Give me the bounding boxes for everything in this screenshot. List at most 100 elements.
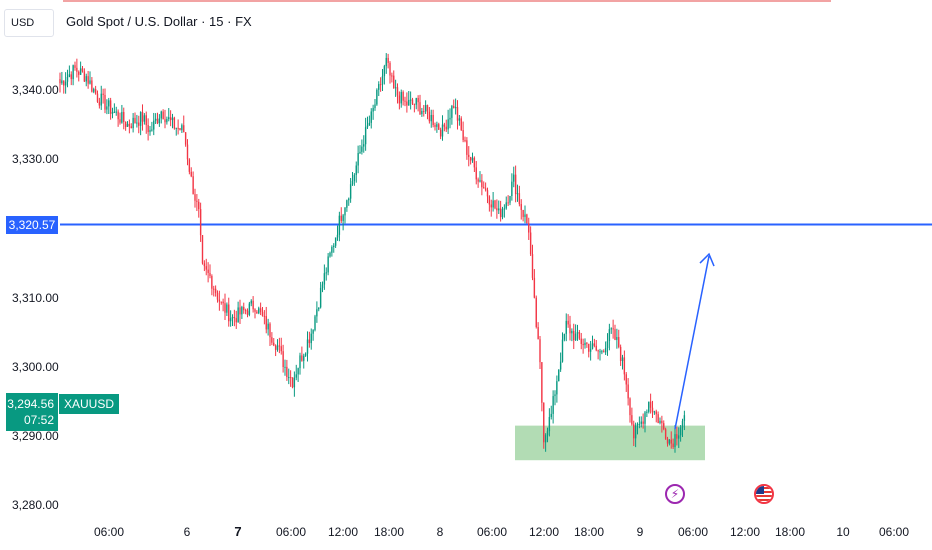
candle-body — [303, 355, 305, 361]
candle-body — [655, 411, 657, 415]
candle-body — [640, 421, 642, 424]
candle-body — [216, 292, 219, 300]
us-flag-event-icon[interactable] — [754, 484, 774, 504]
candle-body — [524, 214, 526, 217]
candle-body — [346, 200, 348, 208]
candle-body — [100, 93, 102, 106]
candle-body — [649, 401, 652, 408]
candle-body — [396, 87, 399, 96]
candle-body — [173, 117, 176, 129]
candle-body — [453, 106, 455, 108]
candle-body — [111, 111, 114, 114]
candle-body — [593, 343, 596, 346]
candle-body — [78, 71, 80, 75]
candle-body — [327, 256, 329, 273]
candle-body — [181, 125, 183, 131]
candle-body — [531, 254, 534, 278]
candle-body — [149, 129, 151, 133]
price-tick-label: 3,290.00 — [12, 429, 59, 443]
time-tick-label: 18:00 — [373, 525, 405, 539]
candle-body — [668, 439, 671, 444]
time-tick-label: 06:00 — [677, 525, 709, 539]
candle-body — [265, 316, 267, 330]
candle-body — [659, 420, 661, 424]
candle-body — [466, 140, 468, 155]
candle-body — [269, 323, 271, 338]
candle-body — [156, 118, 159, 124]
candle-body — [194, 194, 196, 201]
candle-body — [203, 263, 206, 267]
candle-body — [378, 84, 380, 90]
time-tick-label: 12:00 — [528, 525, 560, 539]
candle-body — [76, 67, 78, 72]
candle-body — [355, 165, 357, 175]
candle-body — [263, 315, 266, 317]
currency-selector[interactable]: USD — [4, 9, 54, 37]
candle-body — [413, 103, 416, 105]
candle-body — [394, 87, 397, 89]
candle-body — [188, 159, 191, 172]
candle-body — [603, 351, 605, 353]
candle-body — [599, 351, 601, 353]
candle-body — [353, 174, 356, 181]
candle-body — [526, 214, 528, 224]
candle-body — [357, 153, 359, 166]
candle-body — [406, 101, 408, 106]
candle-body — [514, 174, 517, 195]
candle-body — [145, 115, 147, 126]
lightning-event-icon[interactable]: ⚡ — [665, 484, 685, 504]
candle-body — [522, 209, 524, 217]
candle-body — [580, 338, 582, 344]
candle-body — [284, 366, 286, 368]
candle-body — [589, 348, 592, 352]
candle-body — [676, 434, 678, 439]
candle-body — [224, 303, 226, 313]
candle-body — [338, 215, 341, 235]
candle-body — [586, 342, 588, 344]
candle-body — [469, 156, 472, 161]
candle-body — [291, 377, 294, 388]
candle-body — [636, 424, 639, 426]
price-tick-label: 3,340.00 — [12, 83, 59, 97]
candle-body — [541, 362, 543, 403]
candle-body — [370, 111, 372, 123]
time-tick-label: 9 — [636, 525, 644, 539]
candle-body — [282, 351, 284, 368]
candle-body — [574, 333, 577, 341]
candle-body — [539, 339, 541, 363]
candle-body — [543, 402, 545, 443]
candle-body — [209, 272, 211, 277]
candle-body — [130, 126, 132, 129]
candle-body — [348, 198, 350, 201]
candle-body — [295, 374, 297, 378]
candle-body — [278, 345, 281, 347]
candle-body — [505, 202, 507, 209]
candle-body — [633, 424, 635, 439]
candle-body — [226, 304, 228, 313]
candle-body — [679, 427, 682, 436]
candle-body — [558, 369, 560, 382]
candle-body — [503, 208, 506, 210]
candle-body — [61, 80, 63, 84]
candle-body — [419, 102, 421, 115]
candle-body — [672, 443, 674, 448]
candle-body — [569, 324, 571, 334]
candle-body — [471, 157, 474, 161]
candle-body — [102, 93, 104, 95]
candle-body — [205, 266, 207, 270]
candle-body — [385, 57, 387, 67]
candle-body — [166, 119, 168, 123]
candle-body — [128, 123, 131, 127]
price-tick-label: 3,310.00 — [12, 290, 59, 305]
candle-body — [666, 438, 669, 444]
candle-body — [196, 200, 198, 202]
candle-body — [554, 394, 556, 397]
candle-body — [319, 287, 322, 308]
candle-body — [89, 80, 91, 84]
candle-body — [663, 423, 665, 430]
candle-body — [499, 208, 502, 218]
candle-body — [415, 98, 417, 105]
candle-body — [211, 276, 213, 289]
candle-body — [634, 425, 637, 439]
